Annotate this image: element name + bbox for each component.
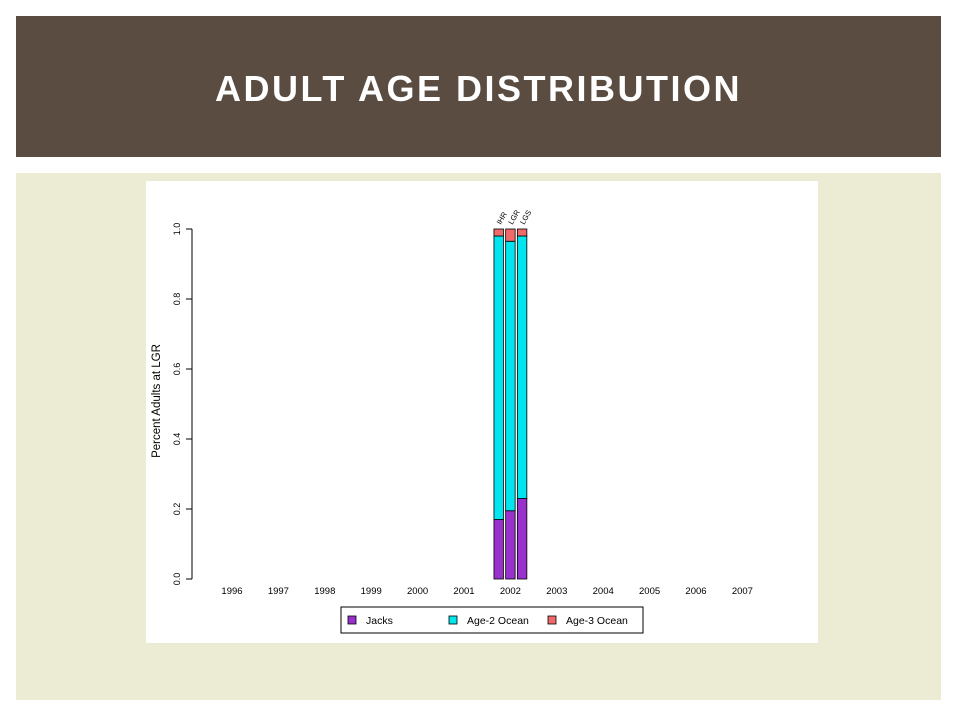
x-axis: 1996 1997 1998 1999 2000 2001 2002 2003 2004 2005… [221, 586, 753, 597]
y-tick-label: 0.6 [172, 363, 182, 376]
y-axis-label: Percent Adults at LGR [151, 344, 163, 458]
legend-label: Age-3 Ocean [566, 615, 628, 627]
stacked-bar-lgr [505, 228, 516, 580]
title-bar: ADULT AGE DISTRIBUTION [16, 16, 941, 157]
x-tick-label: 1999 [361, 586, 382, 597]
x-tick-label: 2004 [593, 586, 614, 597]
bar-label: LGS [518, 208, 533, 226]
chart-panel: 0.0 0.2 0.4 0.6 0.8 1.0 1996 1997 1998 1999 2000 2… [146, 181, 818, 643]
x-tick-label: 2007 [732, 586, 753, 597]
legend-swatch [448, 615, 458, 625]
stacked-bar-ihr [493, 228, 504, 580]
legend-box [340, 606, 644, 634]
slide-title: ADULT AGE DISTRIBUTION [215, 67, 742, 109]
y-axis: 0.0 0.2 0.4 0.6 0.8 1.0 [172, 223, 193, 586]
y-tick-label: 0.2 [172, 503, 182, 516]
legend-swatch [547, 615, 557, 625]
bar-segment-age2 [516, 235, 528, 499]
bar-segment-age3 [505, 228, 516, 242]
bar-segment-jacks [493, 519, 504, 580]
x-tick-label: 2003 [546, 586, 567, 597]
bar-segment-jacks [505, 510, 516, 580]
x-tick-label: 1998 [314, 586, 335, 597]
stacked-bar-lgs [516, 228, 528, 580]
x-tick-label: 1996 [221, 586, 242, 597]
y-tick-label: 1.0 [172, 223, 182, 236]
bar-segment-age2 [493, 235, 504, 520]
x-tick-label: 2002 [500, 586, 521, 597]
legend-label: Jacks [366, 615, 393, 627]
legend-swatch [347, 615, 357, 625]
y-tick-label: 0.0 [172, 573, 182, 586]
x-tick-label: 2000 [407, 586, 428, 597]
bar-segment-age2 [505, 240, 516, 512]
bar-segment-jacks [516, 498, 528, 580]
x-tick-label: 2006 [685, 586, 706, 597]
legend-label: Age-2 Ocean [467, 615, 529, 627]
y-tick-label: 0.8 [172, 293, 182, 306]
bars [493, 228, 528, 580]
x-tick-label: 1997 [268, 586, 289, 597]
bar-segment-age3 [493, 228, 504, 237]
bar-label: IHR [495, 210, 510, 226]
bar-segment-age3 [516, 228, 528, 237]
x-tick-label: 2005 [639, 586, 660, 597]
legend: Jacks Age-2 Ocean Age-3 Ocean [340, 606, 644, 634]
x-tick-label: 2001 [453, 586, 474, 597]
age-distribution-chart: 0.0 0.2 0.4 0.6 0.8 1.0 1996 1997 1998 1999 2000 2… [151, 208, 753, 634]
y-tick-label: 0.4 [172, 433, 182, 446]
